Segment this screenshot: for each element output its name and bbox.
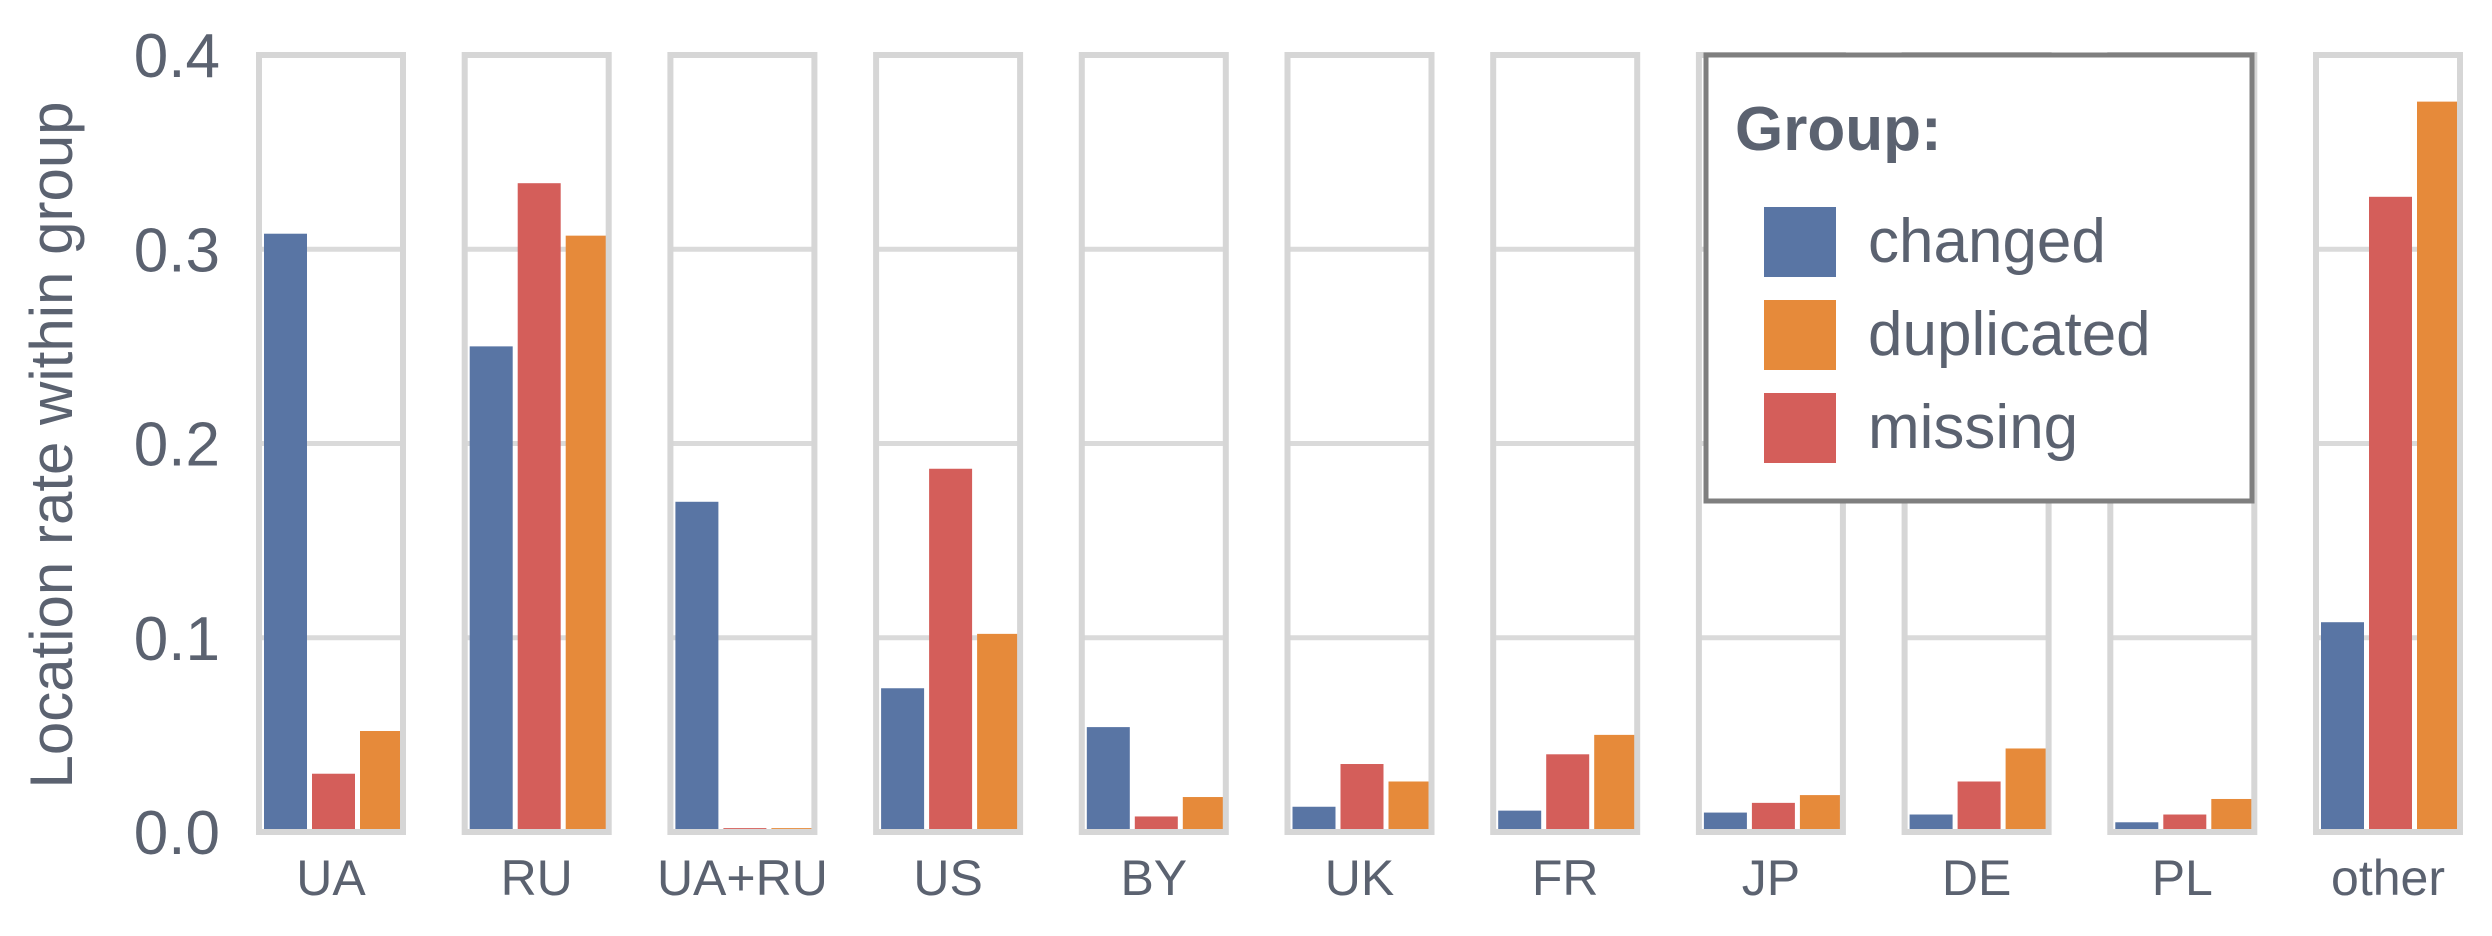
bar-ru-duplicated bbox=[565, 235, 609, 833]
y-tick-label: 0.2 bbox=[134, 411, 220, 480]
facet-frame-fr bbox=[1490, 52, 1641, 835]
bar-ua-duplicated bbox=[360, 730, 403, 832]
legend-label-changed: changed bbox=[1868, 207, 2106, 276]
legend-label-missing: missing bbox=[1868, 393, 2078, 462]
facet-frame-us bbox=[873, 52, 1024, 835]
bar-uk-duplicated bbox=[1388, 781, 1432, 832]
category-label-uk: UK bbox=[1325, 850, 1394, 906]
legend-swatch-duplicated bbox=[1764, 300, 1836, 370]
bar-other-changed bbox=[2321, 622, 2364, 832]
bar-de-changed bbox=[1909, 814, 1953, 832]
y-tick-label: 0.4 bbox=[134, 22, 220, 91]
bar-fr-duplicated bbox=[1594, 734, 1638, 832]
legend-swatch-missing bbox=[1764, 393, 1836, 463]
bar-uk-missing bbox=[1340, 764, 1384, 832]
bar-pl-changed bbox=[2115, 822, 2159, 832]
facet-frame-ua bbox=[256, 52, 406, 835]
category-label-ua: UA bbox=[296, 850, 366, 906]
category-label-ua-ru: UA+RU bbox=[657, 850, 828, 906]
bar-us-changed bbox=[881, 688, 925, 832]
category-label-pl: PL bbox=[2152, 850, 2213, 906]
y-tick-labels: 0.0 0.1 0.2 0.3 0.4 bbox=[134, 22, 220, 868]
bar-jp-changed bbox=[1703, 812, 1747, 832]
facet-frame-ru bbox=[461, 52, 612, 835]
category-label-by: BY bbox=[1120, 850, 1187, 906]
bar-de-duplicated bbox=[2005, 748, 2049, 832]
bar-by-changed bbox=[1086, 727, 1130, 832]
category-label-de: DE bbox=[1942, 850, 2011, 906]
bar-de-missing bbox=[1957, 781, 2001, 832]
bar-ua-missing bbox=[312, 773, 355, 832]
bar-ua-changed bbox=[264, 233, 307, 832]
bar-by-duplicated bbox=[1182, 797, 1226, 832]
bar-uk-changed bbox=[1292, 806, 1336, 832]
bar-jp-missing bbox=[1751, 802, 1795, 832]
bar-ua-ru-changed bbox=[675, 501, 719, 832]
legend-title: Group: bbox=[1735, 95, 1942, 164]
bar-other-duplicated bbox=[2417, 101, 2460, 833]
facet-frame-other bbox=[2313, 52, 2463, 835]
y-tick-label: 0.1 bbox=[134, 605, 220, 674]
bar-pl-missing bbox=[2163, 814, 2207, 832]
bar-other-missing bbox=[2369, 196, 2412, 833]
category-label-fr: FR bbox=[1532, 850, 1599, 906]
bar-us-missing bbox=[929, 468, 973, 832]
bar-fr-missing bbox=[1546, 754, 1590, 832]
y-axis-label: Location rate within group bbox=[18, 101, 85, 788]
category-label-us: US bbox=[913, 850, 982, 906]
bars-layer bbox=[264, 101, 2460, 833]
category-label-jp: JP bbox=[1742, 850, 1800, 906]
category-labels: UA RU UA+RU US BY UK FR JP DE PL other bbox=[296, 850, 2445, 906]
legend: Group: changed duplicated missing bbox=[1703, 52, 2255, 504]
legend-label-duplicated: duplicated bbox=[1868, 300, 2151, 369]
category-label-other: other bbox=[2331, 850, 2445, 906]
bar-ru-changed bbox=[469, 346, 513, 832]
bar-fr-changed bbox=[1498, 810, 1542, 832]
bar-jp-duplicated bbox=[1799, 795, 1843, 832]
facet-frame-ua-ru bbox=[667, 52, 818, 835]
legend-swatch-changed bbox=[1764, 207, 1836, 277]
category-label-ru: RU bbox=[501, 850, 573, 906]
facet-frame-by bbox=[1078, 52, 1229, 835]
y-tick-label: 0.3 bbox=[134, 216, 220, 285]
bar-pl-duplicated bbox=[2211, 798, 2255, 832]
facet-frame-uk bbox=[1284, 52, 1435, 835]
y-tick-label: 0.0 bbox=[134, 799, 220, 868]
bar-by-missing bbox=[1134, 816, 1178, 832]
bar-ru-missing bbox=[517, 183, 561, 832]
bar-us-duplicated bbox=[977, 633, 1021, 832]
facet-frames bbox=[256, 52, 2463, 835]
